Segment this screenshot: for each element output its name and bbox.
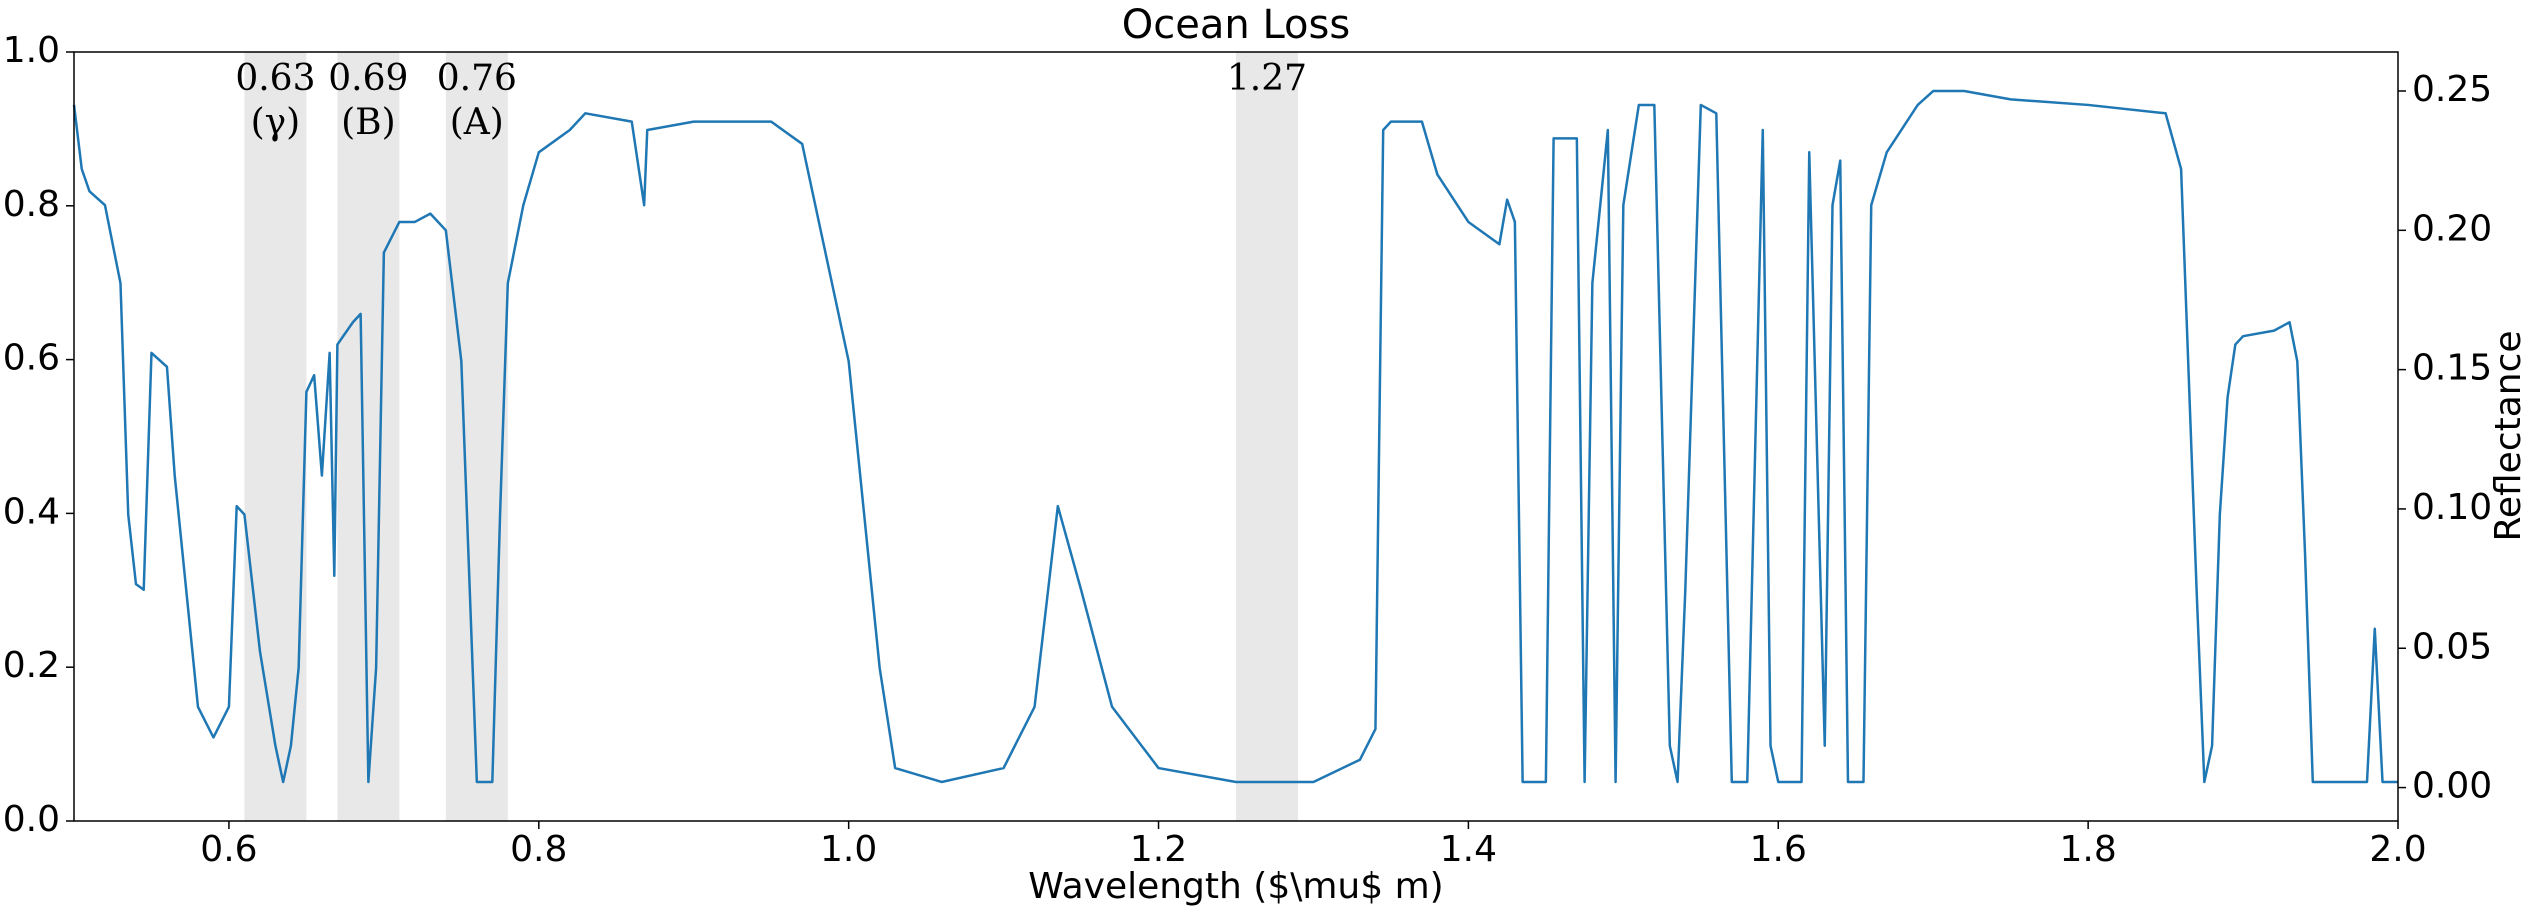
y-tick-label: 0.2 (3, 645, 60, 686)
x-tick-label: 1.8 (2060, 829, 2117, 870)
y2-tick-label: 0.25 (2412, 69, 2492, 110)
band-label: 0.76 (437, 58, 517, 99)
x-axis-label: Wavelength ($\mu$ m) (1028, 866, 1443, 907)
y-tick-label: 0.0 (3, 799, 60, 840)
band-label: 0.63 (235, 58, 315, 99)
band (337, 52, 400, 821)
band (1236, 52, 1298, 821)
y-tick-label: 0.4 (3, 491, 60, 532)
x-tick-label: 0.8 (510, 829, 567, 870)
y2-tick-label: 0.00 (2412, 766, 2492, 807)
band-label: 1.27 (1227, 58, 1307, 99)
y-tick-label: 0.8 (3, 184, 60, 225)
line (72, 89, 2398, 784)
band-sublabel: (B) (341, 102, 396, 143)
y2-tick-label: 0.15 (2412, 348, 2492, 389)
y-tick-label: 0.6 (3, 338, 60, 379)
x-tick-label: 1.2 (1130, 829, 1187, 870)
x-tick-label: 0.6 (200, 829, 257, 870)
x-tick-label: 2.0 (2369, 829, 2426, 870)
y2-axis-label: Reflectance (2488, 330, 2529, 541)
x-tick-label: 1.4 (1440, 829, 1497, 870)
chart-title: Ocean Loss (1122, 2, 1350, 48)
y-tick-label: 1.0 (3, 30, 60, 71)
band (445, 52, 508, 821)
y2-tick-label: 0.20 (2412, 208, 2492, 249)
band-sublabel: (A) (450, 102, 504, 143)
y2-tick-label: 0.05 (2412, 626, 2492, 667)
plot-frame (73, 51, 2399, 822)
band-sublabel: (γ) (251, 102, 301, 143)
band-label: 0.69 (328, 58, 408, 99)
band (244, 52, 307, 821)
y2-tick-label: 0.10 (2412, 487, 2492, 528)
x-tick-label: 1.0 (820, 829, 877, 870)
x-tick-label: 1.6 (1750, 829, 1807, 870)
